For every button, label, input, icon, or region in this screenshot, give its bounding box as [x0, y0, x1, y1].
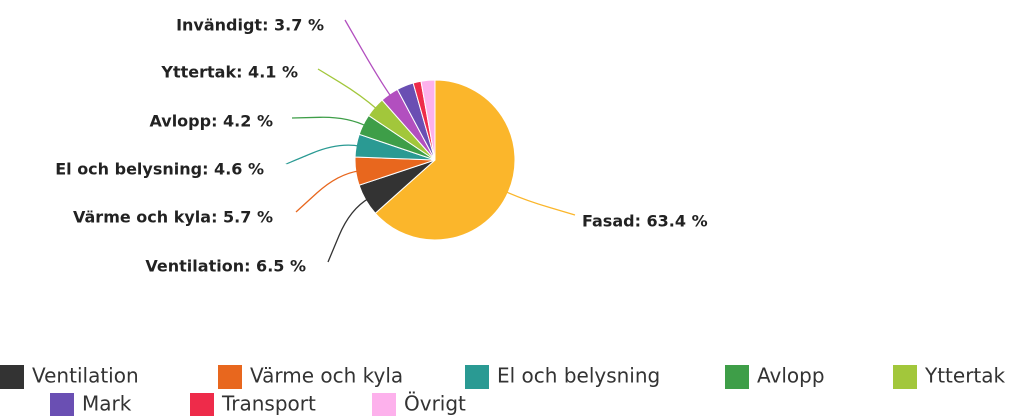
data-label: Värme och kyla: 5.7 %	[73, 208, 273, 227]
leader-line	[317, 68, 379, 111]
data-label: El och belysning: 4.6 %	[55, 160, 264, 179]
legend-swatch	[50, 393, 74, 416]
data-label: Fasad: 63.4 %	[582, 212, 708, 231]
data-label: Yttertak: 4.1 %	[160, 63, 298, 82]
legend-label: Yttertak	[924, 364, 1006, 388]
leader-line	[344, 19, 393, 98]
leader-line	[291, 116, 368, 127]
pie-slice	[420, 79, 436, 161]
legend-swatch	[0, 365, 24, 389]
legend-label: Mark	[82, 392, 132, 416]
legend-swatch	[218, 365, 242, 389]
leader-line	[285, 144, 361, 165]
legend-swatch	[372, 393, 396, 416]
leader-line	[327, 197, 370, 263]
legend-swatch	[725, 365, 749, 389]
data-label: Avlopp: 4.2 %	[149, 112, 273, 131]
legend-label: Övrigt	[404, 392, 466, 416]
leader-line	[504, 190, 576, 216]
legend-swatch	[893, 365, 917, 389]
legend-label: Värme och kyla	[250, 364, 403, 388]
legend-swatch	[190, 393, 214, 416]
legend-label: Avlopp	[757, 364, 825, 388]
data-label: Invändigt: 3.7 %	[176, 16, 324, 35]
legend-label: El och belysning	[497, 364, 660, 388]
legend-label: Ventilation	[32, 364, 139, 388]
leader-line	[295, 170, 360, 213]
data-label: Ventilation: 6.5 %	[145, 257, 306, 276]
legend-label: Transport	[221, 392, 316, 416]
legend-swatch	[465, 365, 489, 389]
